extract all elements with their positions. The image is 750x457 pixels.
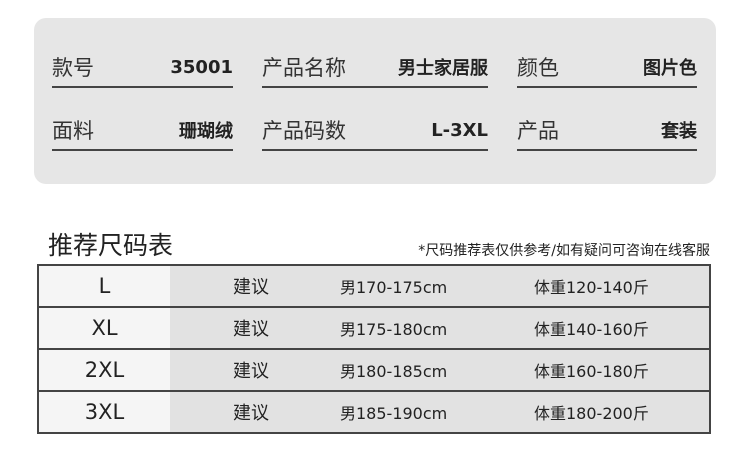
- field-fabric: 面料 珊瑚绒: [52, 111, 233, 151]
- field-value: 男士家居服: [398, 58, 488, 79]
- field-label: 产品: [517, 119, 559, 143]
- table-row: XL 建议 男175-180cm 体重140-160斤: [38, 307, 710, 350]
- size-cell: XL: [38, 307, 170, 350]
- size-cell: L: [38, 265, 170, 308]
- size-cell: 3XL: [38, 391, 170, 434]
- height-cell: 男180-185cm: [332, 349, 520, 392]
- field-value: 35001: [170, 56, 233, 78]
- weight-cell: 体重160-180斤: [520, 349, 710, 392]
- field-product-type: 产品 套装: [517, 111, 697, 151]
- field-color: 颜色 图片色: [517, 48, 697, 88]
- field-product-name: 产品名称 男士家居服: [262, 48, 488, 88]
- field-value: 图片色: [643, 58, 697, 79]
- suggest-cell: 建议: [170, 265, 332, 308]
- height-cell: 男185-190cm: [332, 391, 520, 434]
- field-label: 款号: [52, 56, 94, 80]
- field-sizes: 产品码数 L-3XL: [262, 111, 488, 151]
- suggest-cell: 建议: [170, 307, 332, 350]
- size-chart-title: 推荐尺码表: [48, 231, 174, 260]
- weight-cell: 体重140-160斤: [520, 307, 710, 350]
- product-info-panel: 款号 35001 产品名称 男士家居服 颜色 图片色 面料 珊瑚绒 产品码数 L-3XL …: [34, 18, 716, 184]
- field-style-number: 款号 35001: [52, 48, 233, 88]
- table-row: 2XL 建议 男180-185cm 体重160-180斤: [38, 349, 710, 392]
- size-chart-table: L 建议 男170-175cm 体重120-140斤 XL 建议 男175-180cm 体重1…: [37, 264, 711, 434]
- size-chart-note: *尺码推荐表仅供参考/如有疑问可咨询在线客服: [418, 243, 710, 259]
- field-label: 产品码数: [262, 119, 346, 143]
- height-cell: 男170-175cm: [332, 265, 520, 308]
- weight-cell: 体重180-200斤: [520, 391, 710, 434]
- height-cell: 男175-180cm: [332, 307, 520, 350]
- suggest-cell: 建议: [170, 391, 332, 434]
- field-label: 颜色: [517, 56, 559, 80]
- field-value: 套装: [661, 121, 697, 142]
- table-row: 3XL 建议 男185-190cm 体重180-200斤: [38, 391, 710, 434]
- suggest-cell: 建议: [170, 349, 332, 392]
- field-label: 产品名称: [262, 56, 346, 80]
- size-cell: 2XL: [38, 349, 170, 392]
- field-value: 珊瑚绒: [179, 121, 233, 142]
- table-row: L 建议 男170-175cm 体重120-140斤: [38, 265, 710, 308]
- weight-cell: 体重120-140斤: [520, 265, 710, 308]
- field-value: L-3XL: [431, 119, 488, 141]
- field-label: 面料: [52, 119, 94, 143]
